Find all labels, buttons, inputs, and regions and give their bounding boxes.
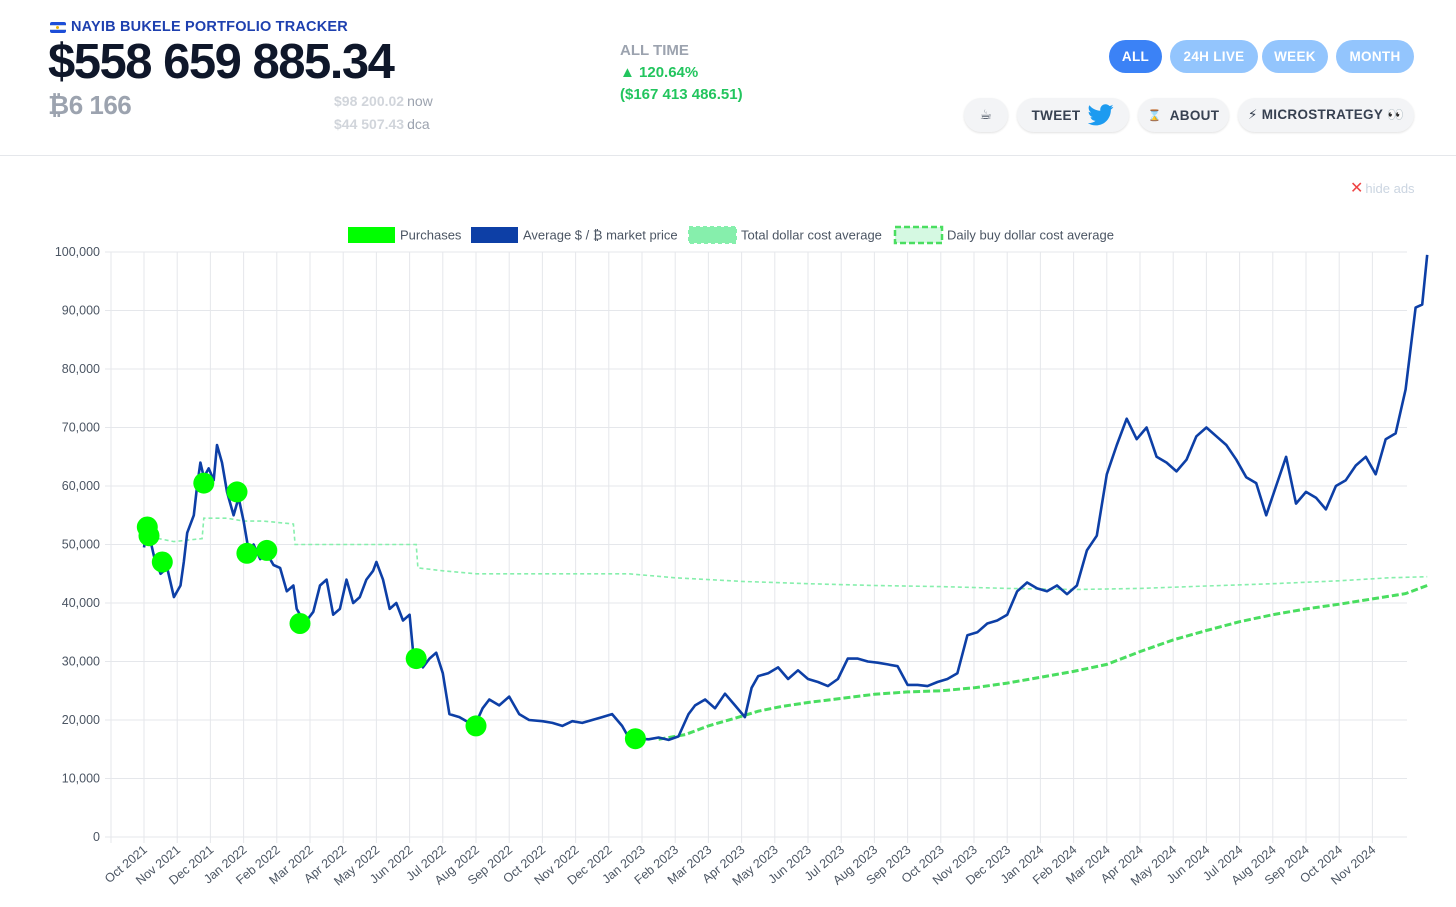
- alltime-pct: ▲ 120.64%: [620, 64, 699, 81]
- purchase-markers: [136, 472, 646, 750]
- btc-holdings: ₿6 166: [48, 90, 132, 120]
- purchase-marker: [236, 542, 258, 564]
- portfolio-value: $558 659 885.34: [48, 35, 395, 89]
- price-now-value: $98 200.02: [334, 93, 405, 109]
- y-tick-label: 0: [93, 830, 100, 844]
- legend-swatch: [348, 227, 395, 243]
- chart-grid: [105, 251, 1407, 843]
- range-week-button[interactable]: WEEK: [1262, 40, 1328, 73]
- legend-label: Daily buy dollar cost average: [947, 228, 1114, 243]
- y-tick-label: 60,000: [62, 479, 100, 493]
- purchase-marker: [289, 613, 311, 634]
- purchase-marker: [193, 472, 215, 494]
- hourglass-icon: ⌛: [1147, 109, 1162, 122]
- y-axis-ticks: 0 10,000 20,000 30,000 40,000 50,000 60,000 70,…: [55, 245, 100, 844]
- twitter-bird-icon: [1088, 104, 1114, 126]
- legend-swatch: [471, 227, 518, 243]
- y-tick-label: 90,000: [62, 304, 100, 318]
- hide-ads-link[interactable]: ✕ hide ads: [1350, 178, 1415, 198]
- el-salvador-flag-icon: [50, 21, 66, 33]
- purchase-marker: [256, 539, 278, 561]
- legend-label: Purchases: [400, 228, 462, 243]
- purchase-marker: [624, 728, 646, 750]
- microstrategy-label: ⚡ MICROSTRATEGY 👀: [1247, 107, 1405, 122]
- close-icon: ✕: [1350, 180, 1364, 197]
- tweet-label: TWEET: [1031, 107, 1081, 123]
- legend-label: Total dollar cost average: [741, 228, 882, 243]
- price-now-label: now: [407, 93, 433, 109]
- alltime-amount: ($167 413 486.51): [620, 86, 743, 103]
- range-month-button[interactable]: MONTH: [1336, 40, 1414, 73]
- hide-ads-label: hide ads: [1365, 180, 1415, 196]
- alltime-label: ALL TIME: [620, 42, 689, 59]
- coffee-button[interactable]: ☕: [964, 98, 1008, 132]
- legend-label: Average $ / ₿ market price: [523, 228, 678, 243]
- legend-swatch: [893, 225, 944, 245]
- daily-dca-line: [658, 584, 1428, 741]
- purchase-marker: [226, 481, 248, 503]
- about-label: ABOUT: [1169, 107, 1220, 123]
- purchase-marker: [465, 715, 487, 737]
- purchase-marker: [405, 648, 427, 670]
- coffee-icon: ☕: [979, 107, 993, 122]
- market-price-line: [142, 254, 1429, 742]
- price-now-row: $98 200.02 now: [334, 90, 433, 113]
- dca-row: $44 507.43 dca: [334, 113, 433, 136]
- about-button[interactable]: ⌛ ABOUT: [1138, 98, 1229, 132]
- alltime-performance: ALL TIME ▲ 120.64% ($167 413 486.51): [620, 40, 743, 106]
- legend-swatch: [688, 226, 737, 244]
- purchase-marker: [151, 551, 173, 573]
- y-tick-label: 10,000: [62, 772, 100, 786]
- btc-price-chart: Purchases Average $ / ₿ market price Total…: [55, 225, 1429, 889]
- header: NAYIB BUKELE PORTFOLIO TRACKER $558 659 …: [0, 0, 1456, 156]
- brand: NAYIB BUKELE PORTFOLIO TRACKER: [50, 19, 348, 35]
- range-24h-live-button[interactable]: 24H LIVE: [1170, 40, 1258, 73]
- total-dca-line: [143, 517, 1428, 591]
- brand-title: NAYIB BUKELE PORTFOLIO TRACKER: [71, 19, 348, 35]
- tweet-button[interactable]: TWEET: [1017, 98, 1129, 132]
- chart-legend: Purchases Average $ / ₿ market price Total…: [348, 225, 1114, 245]
- purchase-marker: [138, 525, 160, 547]
- range-all-button[interactable]: ALL: [1109, 40, 1162, 73]
- y-tick-label: 100,000: [55, 245, 100, 259]
- y-tick-label: 80,000: [62, 362, 100, 376]
- chart-series: [142, 254, 1429, 742]
- dca-label: dca: [407, 116, 430, 132]
- y-tick-label: 70,000: [62, 421, 100, 435]
- y-tick-label: 20,000: [62, 713, 100, 727]
- y-tick-label: 40,000: [62, 596, 100, 610]
- dca-value: $44 507.43: [334, 116, 405, 132]
- price-summary: $98 200.02 now $44 507.43 dca: [334, 90, 433, 136]
- microstrategy-button[interactable]: ⚡ MICROSTRATEGY 👀: [1238, 98, 1414, 132]
- y-tick-label: 30,000: [62, 655, 100, 669]
- y-tick-label: 50,000: [62, 538, 100, 552]
